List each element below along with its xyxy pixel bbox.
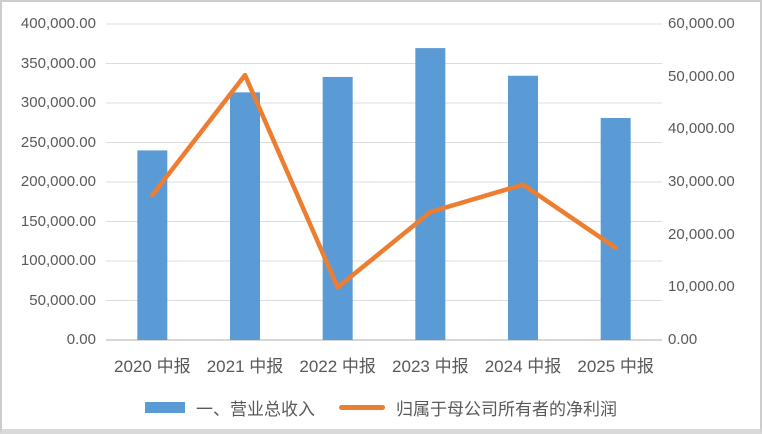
bar [415, 48, 446, 340]
left-axis-tick-label: 50,000.00 [29, 291, 96, 309]
combo-chart: 400,000.00 350,000.00 300,000.00 250,000.00… [2, 2, 760, 429]
legend-label-total-revenue: 一、营业总收入 [196, 400, 315, 419]
bar [230, 92, 260, 341]
right-axis-tick-label: 20,000.00 [668, 225, 735, 243]
line-series [150, 72, 618, 290]
bar [322, 76, 353, 341]
x-axis-label: 2025 中报 [577, 357, 654, 376]
x-axis-label: 2022 中报 [299, 357, 376, 376]
bar-series-swatch-icon [145, 402, 185, 413]
legend: 一、营业总收入 归属于母公司所有者的净利润 [2, 395, 760, 420]
legend-item-net-profit: 归属于母公司所有者的净利润 [339, 395, 617, 420]
legend-label-net-profit: 归属于母公司所有者的净利润 [396, 400, 617, 419]
line-series-swatch-icon [339, 405, 385, 410]
left-axis-tick-label: 0.00 [66, 331, 96, 348]
left-axis-tick-label: 350,000.00 [20, 54, 96, 72]
right-axis-tick-label: 50,000.00 [668, 67, 735, 85]
left-axis-tick-label: 150,000.00 [20, 212, 96, 230]
right-axis-tick-label: 30,000.00 [668, 173, 735, 190]
x-axis-label: 2024 中报 [484, 357, 562, 376]
left-axis-tick-label: 250,000.00 [20, 133, 96, 151]
left-axis-tick-label: 400,000.00 [20, 15, 96, 32]
bar [600, 118, 631, 340]
left-axis-tick-label: 200,000.00 [20, 173, 96, 190]
left-axis-tick-label: 300,000.00 [20, 94, 96, 111]
bar [508, 75, 538, 341]
x-axis-label: 2020 中报 [114, 357, 191, 376]
plot-area [106, 23, 662, 341]
right-axis-tick-label: 10,000.00 [668, 278, 735, 296]
left-axis-tick-label: 100,000.00 [20, 252, 96, 269]
x-axis-label: 2023 中报 [392, 357, 469, 376]
legend-item-total-revenue: 一、营业总收入 [145, 395, 315, 420]
right-axis-tick-label: 40,000.00 [668, 120, 735, 138]
right-axis-tick-label: 60,000.00 [668, 15, 735, 32]
right-axis-tick-label: 0.00 [668, 331, 698, 348]
x-axis-label: 2021 中报 [206, 357, 284, 376]
